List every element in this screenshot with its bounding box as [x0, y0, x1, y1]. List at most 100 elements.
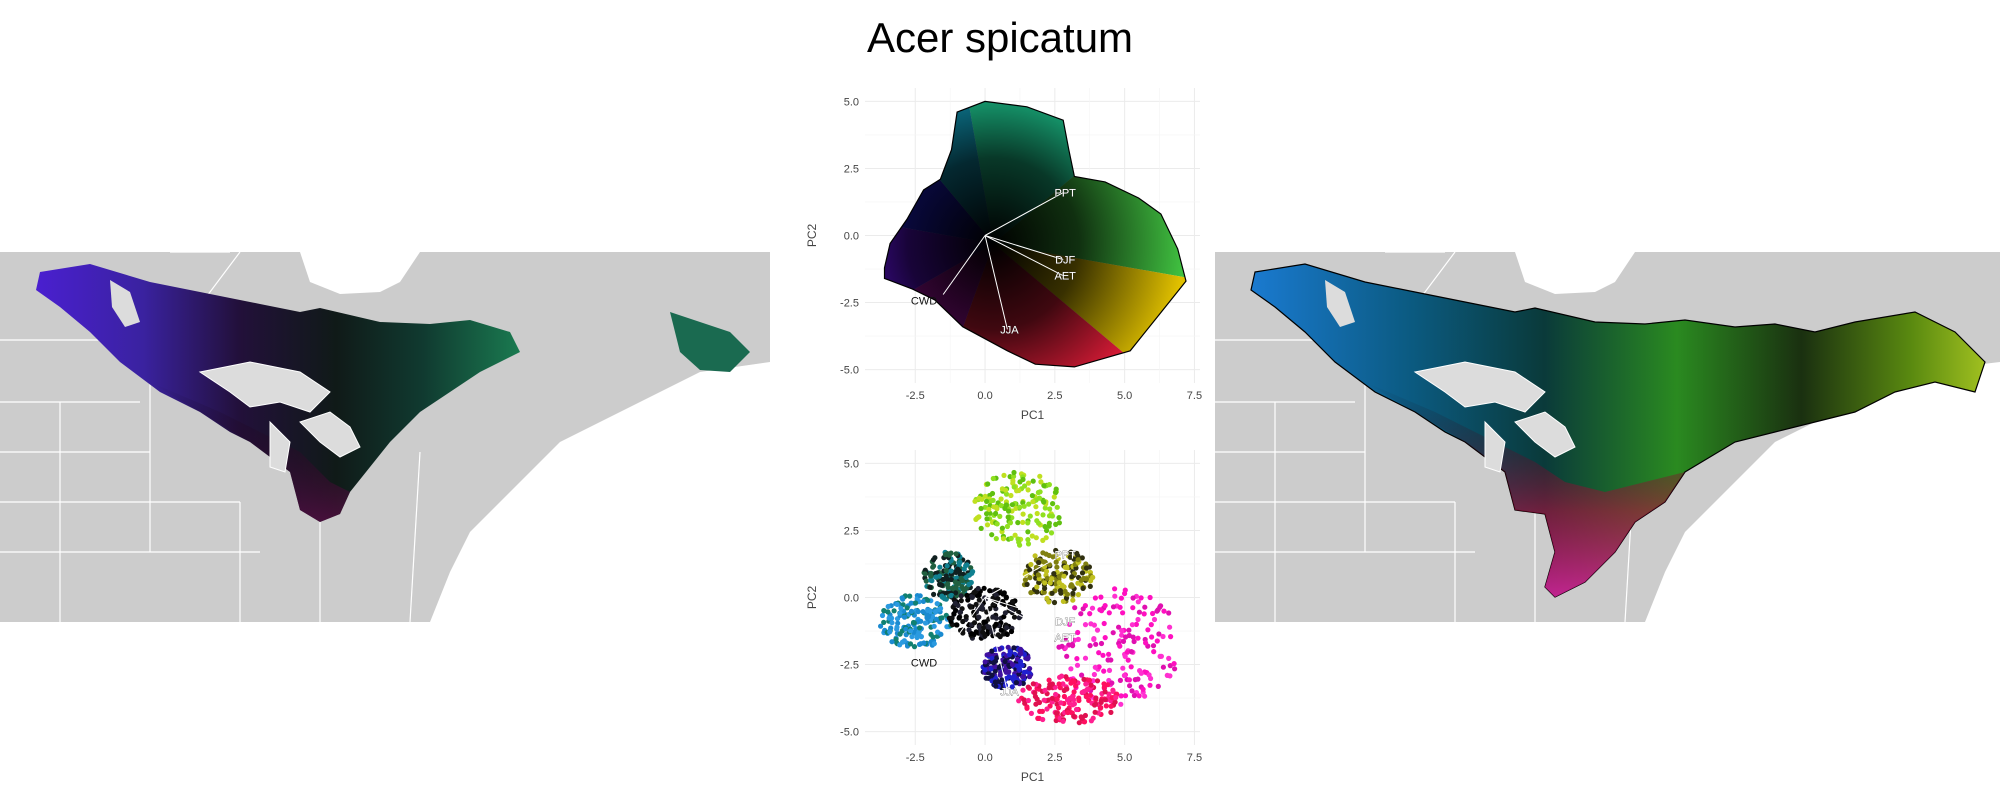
occurrence-point	[996, 664, 1002, 670]
loading-vector-djf	[984, 235, 1064, 261]
occurrence-point	[948, 568, 954, 574]
occurrence-point	[1087, 583, 1093, 589]
occurrence-point	[1064, 686, 1070, 692]
occurrence-point	[978, 525, 984, 531]
occurrence-point	[1078, 611, 1084, 617]
x-tick-label: 7.5	[1187, 752, 1202, 764]
occurrence-point	[1106, 651, 1112, 657]
occurrence-point	[1110, 630, 1116, 636]
occurrence-point	[1061, 573, 1067, 579]
occurrence-point	[1090, 715, 1096, 721]
occurrence-point	[1041, 589, 1047, 595]
y-tick-label: 2.5	[844, 163, 859, 175]
occurrence-point	[1029, 493, 1035, 499]
occurrence-point	[1035, 715, 1041, 721]
occurrence-point	[1034, 584, 1040, 590]
occurrence-point	[1030, 499, 1036, 505]
occurrence-point	[957, 609, 963, 615]
great-lakes	[198, 361, 361, 473]
occurrence-point	[1112, 586, 1118, 592]
occurrence-point	[1028, 561, 1034, 568]
occurrence-point	[973, 601, 979, 607]
occurrence-point	[1132, 677, 1138, 683]
occurrence-point	[1089, 605, 1096, 611]
occurrence-point	[1026, 674, 1033, 680]
x-tick-label: 5.0	[1117, 390, 1132, 402]
occurrence-point	[955, 566, 961, 572]
occurrence-point	[1025, 541, 1032, 547]
occurrence-point	[1079, 672, 1085, 678]
occurrence-point	[1087, 643, 1093, 649]
occurrence-point	[891, 608, 897, 614]
occurrence-point	[1171, 661, 1177, 667]
occurrence-point	[1128, 664, 1134, 670]
occurrence-point	[1096, 650, 1102, 656]
loading-vector-djf	[984, 597, 1064, 623]
occurrence-point	[1056, 574, 1062, 580]
occurrence-point	[957, 559, 963, 565]
occurrence-point	[978, 505, 984, 512]
occurrence-point	[1135, 599, 1141, 605]
lake-winnipeg	[110, 280, 140, 327]
occurrence-point	[973, 629, 979, 635]
occurrence-point	[1064, 591, 1071, 597]
occurrence-point	[1075, 629, 1081, 636]
occurrence-point	[881, 619, 887, 625]
occurrence-point	[1046, 599, 1052, 605]
y-tick-label: 5.0	[844, 96, 859, 108]
occurrence-point	[1040, 537, 1046, 543]
occurrence-point	[1082, 622, 1089, 628]
occurrence-point	[1017, 542, 1023, 548]
x-tick-label: 2.5	[1047, 752, 1062, 764]
occurrence-point	[930, 634, 936, 640]
occurrence-point	[1126, 677, 1132, 683]
occurrence-point	[1138, 670, 1144, 676]
occurrence-point	[1018, 650, 1024, 656]
occurrence-point	[1044, 527, 1050, 534]
occurrence-point	[1053, 490, 1059, 496]
occurrence-point	[1130, 595, 1136, 601]
occurrence-point	[1025, 537, 1031, 543]
occurrence-point	[1101, 620, 1107, 627]
occurrence-point	[964, 562, 970, 568]
occurrence-point	[982, 633, 988, 639]
occurrence-point	[969, 631, 975, 637]
occurrence-point	[975, 585, 981, 592]
occurrence-point	[1003, 595, 1009, 601]
occurrence-point	[1064, 653, 1070, 659]
occurrence-point	[1109, 680, 1115, 686]
occurrence-point	[1011, 673, 1017, 679]
occurrence-point	[1060, 718, 1066, 724]
occurrence-point	[948, 576, 954, 583]
occurrence-point	[1138, 595, 1144, 601]
occurrence-point	[1136, 609, 1142, 615]
occurrence-point	[968, 604, 974, 610]
occurrence-point	[960, 618, 966, 625]
loading-vector-aet	[984, 597, 1064, 639]
occurrence-point	[1006, 508, 1012, 514]
occurrence-point	[1080, 585, 1086, 591]
occurrence-point	[1148, 622, 1154, 628]
occurrence-point	[998, 496, 1004, 502]
occurrence-point	[984, 516, 990, 522]
occurrence-point	[1068, 583, 1074, 589]
occurrence-point	[1122, 653, 1128, 659]
occurrence-point	[1051, 599, 1058, 606]
occurrence-point	[901, 638, 907, 644]
occurrence-point	[1049, 695, 1055, 701]
occurrence-point	[1015, 520, 1021, 526]
occurrence-point	[1125, 657, 1131, 663]
occurrence-point	[942, 552, 949, 558]
occurrence-point	[1070, 702, 1076, 708]
occurrence-point	[1140, 686, 1146, 692]
occurrence-point	[1018, 646, 1024, 652]
occurrence-point	[987, 588, 993, 594]
occurrence-point	[1042, 580, 1048, 586]
occurrence-point	[1160, 633, 1166, 640]
occurrence-point	[1070, 643, 1076, 649]
occurrence-point	[1147, 682, 1153, 688]
occurrence-point	[1117, 677, 1123, 683]
occurrence-point	[982, 493, 988, 499]
occurrence-point	[1112, 593, 1118, 599]
occurrence-point	[899, 595, 905, 601]
